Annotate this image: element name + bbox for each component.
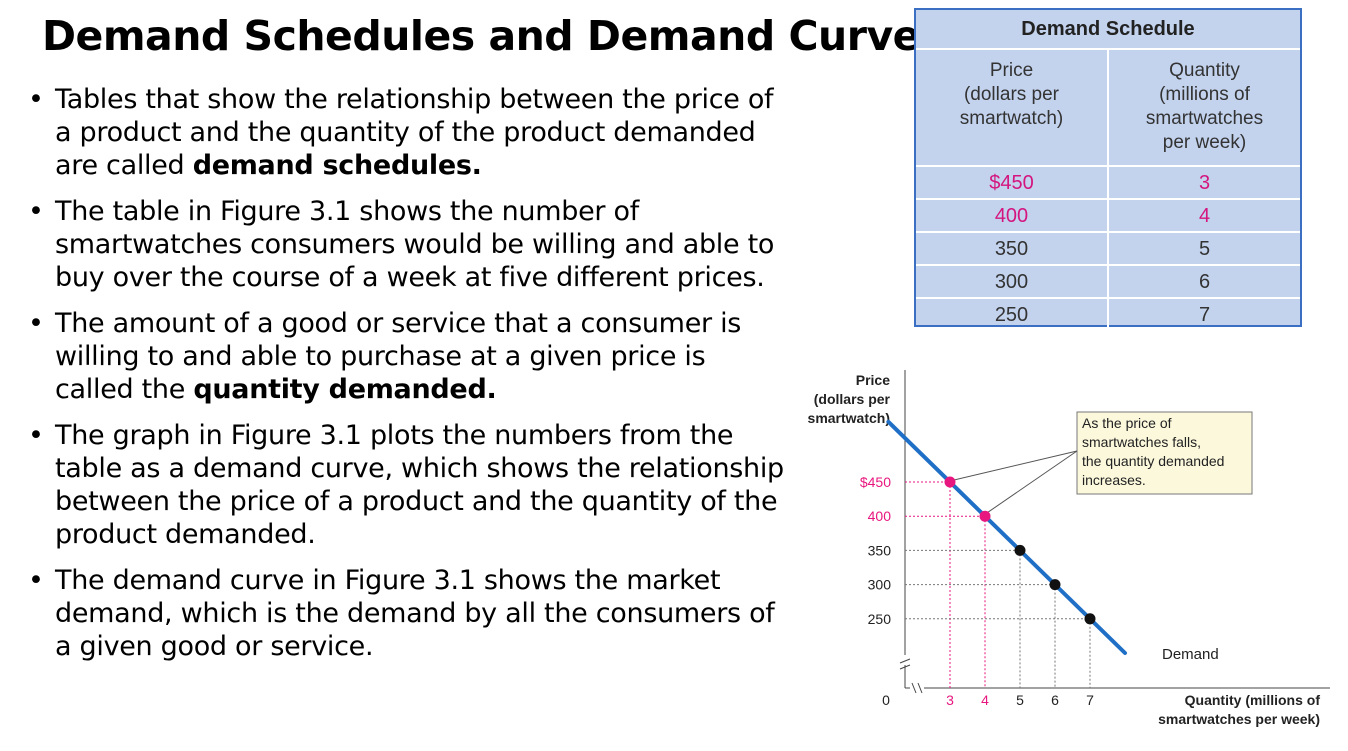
- quantity-header: Quantity (millions of smartwatches per week…: [1109, 50, 1300, 167]
- demand-curve-chart: Price (dollars per smartwatch) Quantity (mi…: [808, 370, 1330, 727]
- table-cell-price: 350: [916, 233, 1107, 266]
- annotation-pointer: [987, 450, 1078, 513]
- bullet-marker: •: [28, 308, 44, 339]
- bullet-text: The table in Figure 3.1 shows the number…: [55, 196, 775, 293]
- table-cell-price: $450: [916, 167, 1107, 200]
- annotation-box: [1076, 411, 1253, 495]
- y-axis-label: smartwatch): [808, 410, 890, 426]
- annotation-text: As the price of: [1082, 415, 1172, 431]
- annotation-text: increases.: [1082, 472, 1146, 488]
- price-column: Price (dollars per smartwatch) $450 400 350 3…: [916, 50, 1107, 332]
- x-tick-label: 5: [1016, 692, 1024, 708]
- y-axis-label: (dollars per: [814, 391, 891, 407]
- x-tick-label: 4: [981, 692, 989, 708]
- demand-curve-line: [886, 419, 1127, 655]
- x-axis-label: Quantity (millions of: [1185, 692, 1321, 708]
- price-header: Price (dollars per smartwatch): [916, 50, 1107, 167]
- annotation-pointer: [953, 450, 1078, 481]
- bullet-marker: •: [28, 84, 44, 115]
- bullet-list: • Tables that show the relationship betwe…: [28, 83, 788, 676]
- header-line: (millions of: [1159, 84, 1250, 105]
- axis-break-x: [911, 682, 923, 694]
- annotation-text: the quantity demanded: [1082, 453, 1224, 469]
- y-axis-label: Price: [856, 372, 890, 388]
- bullet-bold-term: quantity demanded.: [193, 374, 497, 405]
- bullet-text: The amount of a good or service that a c…: [55, 308, 742, 405]
- data-point: [1084, 613, 1096, 625]
- table-cell-price: 300: [916, 266, 1107, 299]
- data-point: [979, 510, 991, 522]
- data-point: [1049, 579, 1061, 591]
- slide-title: Demand Schedules and Demand Curves: [42, 12, 944, 60]
- bullet-text: Tables that show the relationship betwee…: [55, 84, 774, 181]
- header-line: smartwatch): [959, 108, 1064, 129]
- header-line: Quantity: [1169, 60, 1240, 81]
- bullet-item: • The table in Figure 3.1 shows the numbe…: [28, 195, 788, 294]
- y-tick-label: 250: [868, 611, 892, 627]
- quantity-column: Quantity (millions of smartwatches per week…: [1107, 50, 1300, 332]
- bullet-text: The graph in Figure 3.1 plots the number…: [55, 420, 784, 550]
- bullet-item: • Tables that show the relationship betwe…: [28, 83, 788, 182]
- table-cell-quantity: 7: [1198, 304, 1211, 326]
- bullet-item: • The demand curve in Figure 3.1 shows th…: [28, 564, 788, 663]
- x-tick-label: 3: [946, 692, 954, 708]
- bullet-marker: •: [28, 420, 44, 451]
- y-tick-label: 400: [868, 508, 892, 524]
- y-tick-label: 350: [868, 542, 892, 558]
- header-line: (dollars per: [963, 84, 1060, 105]
- x-axis-label: smartwatches per week): [1158, 711, 1320, 727]
- bullet-marker: •: [28, 565, 44, 596]
- table-cell-quantity: 5: [1109, 233, 1300, 266]
- demand-schedule-table: Demand Schedule Price (dollars per smartwa…: [914, 8, 1302, 332]
- bullet-marker: •: [28, 196, 44, 227]
- bullet-item: • The graph in Figure 3.1 plots the numbe…: [28, 419, 788, 551]
- bullet-text: The demand curve in Figure 3.1 shows the…: [55, 565, 775, 662]
- x-tick-label: 6: [1051, 692, 1059, 708]
- data-point: [1014, 544, 1026, 556]
- data-point: [944, 476, 956, 488]
- table-title: Demand Schedule: [916, 10, 1300, 50]
- bullet-bold-term: demand schedules.: [192, 150, 482, 181]
- bullet-item: • The amount of a good or service that a…: [28, 307, 788, 406]
- header-line: Price: [989, 60, 1034, 81]
- table-cell-quantity: 4: [1109, 200, 1300, 233]
- table-cell-price: 400: [916, 200, 1107, 233]
- header-line: smartwatches: [1145, 108, 1264, 129]
- annotation-text: smartwatches falls,: [1082, 434, 1201, 450]
- origin-label: 0: [882, 692, 890, 708]
- table-cell-quantity: 3: [1109, 167, 1300, 200]
- x-tick-label: 7: [1086, 692, 1094, 708]
- y-tick-label: $450: [860, 474, 891, 490]
- y-tick-label: 300: [868, 577, 892, 593]
- table-cell-quantity: 6: [1109, 266, 1300, 299]
- demand-series-label: Demand: [1162, 646, 1219, 663]
- table-cell-price: 250: [994, 304, 1029, 326]
- header-line: per week): [1162, 132, 1247, 153]
